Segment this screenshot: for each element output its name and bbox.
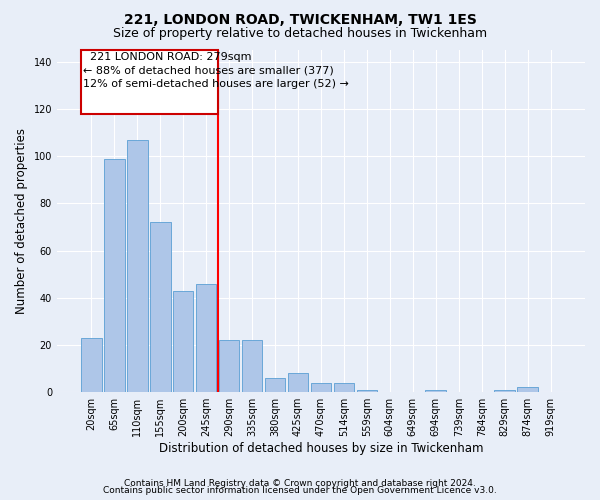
Bar — [127, 140, 148, 392]
Bar — [494, 390, 515, 392]
Bar — [517, 388, 538, 392]
Text: 221, LONDON ROAD, TWICKENHAM, TW1 1ES: 221, LONDON ROAD, TWICKENHAM, TW1 1ES — [124, 12, 476, 26]
FancyBboxPatch shape — [81, 50, 218, 114]
Bar — [311, 383, 331, 392]
Bar — [219, 340, 239, 392]
Bar — [150, 222, 170, 392]
Bar — [356, 390, 377, 392]
Bar — [265, 378, 286, 392]
Bar — [104, 158, 125, 392]
Text: Size of property relative to detached houses in Twickenham: Size of property relative to detached ho… — [113, 28, 487, 40]
Bar — [242, 340, 262, 392]
X-axis label: Distribution of detached houses by size in Twickenham: Distribution of detached houses by size … — [159, 442, 483, 455]
Bar — [425, 390, 446, 392]
Bar — [196, 284, 217, 392]
Bar — [287, 374, 308, 392]
Bar — [334, 383, 354, 392]
Bar — [81, 338, 101, 392]
Text: Contains HM Land Registry data © Crown copyright and database right 2024.: Contains HM Land Registry data © Crown c… — [124, 478, 476, 488]
Bar — [173, 290, 193, 392]
Text: 221 LONDON ROAD: 279sqm
← 88% of detached houses are smaller (377)
12% of semi-d: 221 LONDON ROAD: 279sqm ← 88% of detache… — [83, 52, 349, 89]
Y-axis label: Number of detached properties: Number of detached properties — [15, 128, 28, 314]
Text: Contains public sector information licensed under the Open Government Licence v3: Contains public sector information licen… — [103, 486, 497, 495]
